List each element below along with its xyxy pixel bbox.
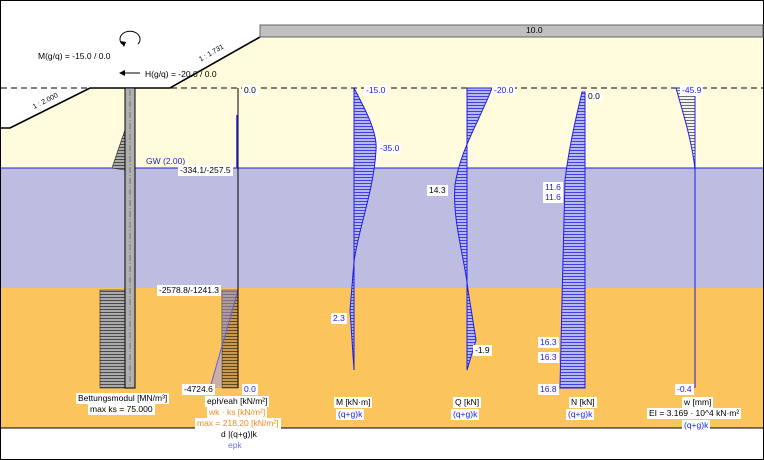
surcharge-value: 10.0 [526, 25, 543, 35]
shear-mid-value: 14.3 [427, 185, 448, 196]
ground-surface [1, 36, 261, 129]
moment-case: (q+g)k [336, 409, 365, 420]
surcharge-bar [259, 24, 764, 38]
normal-value-1: 11.6 [543, 182, 563, 193]
deflection-case: (q+g)k [682, 420, 711, 431]
shear-top-value: -20.0 [492, 85, 516, 96]
earth-pressure-legend-1: wk · ks [kN/m²] [207, 407, 268, 418]
deflection-bottom-value: -0.4 [675, 384, 694, 395]
moment-arrow-icon [119, 30, 141, 45]
normal-value-3: 16.3 [538, 337, 559, 348]
normal-top-value: 0.0 [586, 91, 602, 102]
earth-pressure-top-value: 0.0 [242, 85, 258, 96]
normal-title: N [kN] [569, 397, 597, 408]
shear-lower-value: -1.9 [473, 345, 492, 356]
moment-diagram [349, 87, 377, 371]
earth-pressure-gw-value: -334.1/-257.5 [178, 165, 233, 176]
earth-pressure-bottom-left: -4724.6 [182, 384, 215, 395]
bedding-max: max ks = 75.000 [88, 404, 155, 415]
normal-value-4: 16.3 [538, 352, 559, 363]
moment-title: M [kN·m] [334, 397, 373, 408]
moment-max-value: -35.0 [378, 143, 402, 154]
shear-diagram [454, 87, 493, 371]
earth-pressure-layer-value: -2578.8/-1241.3 [157, 285, 222, 296]
deflection-title: w [mm] [682, 397, 714, 408]
earth-pressure-legend-3: d |(q+g)|k [221, 429, 257, 439]
earth-pressure-bottom-right: 0.0 [242, 384, 258, 395]
normal-case: (q+g)k [566, 409, 595, 420]
normal-value-2: 11.6 [543, 192, 563, 203]
normal-bottom-value: 16.8 [538, 384, 559, 395]
horizontal-load-label: H(g/q) = -20.0 / 0.0 [145, 69, 217, 79]
deflection-top-value: -45.9 [680, 85, 704, 96]
bedding-title: Bettungsmodul [MN/m³] [76, 393, 170, 404]
earth-pressure-title: eph/eah [kN/m²] [205, 396, 270, 407]
moment-load-label: M(g/q) = -15.0 / 0.0 [38, 51, 111, 61]
moment-top-value: -15.0 [364, 85, 388, 96]
deflection-stiffness: EI = 3.169 · 10^4 kN·m² [647, 408, 742, 419]
earth-pressure-legend-4: epk [228, 440, 242, 450]
moment-lower-value: 2.3 [331, 313, 347, 324]
shear-title: Q [kN] [453, 397, 482, 408]
groundwater-label: GW (2.00) [146, 156, 186, 166]
middle-soil-layer [1, 168, 763, 288]
earth-pressure-legend-2: max = 218.20 [kN/m²] [195, 418, 281, 429]
shear-case: (q+g)k [451, 409, 480, 420]
normal-force-diagram [559, 91, 586, 389]
